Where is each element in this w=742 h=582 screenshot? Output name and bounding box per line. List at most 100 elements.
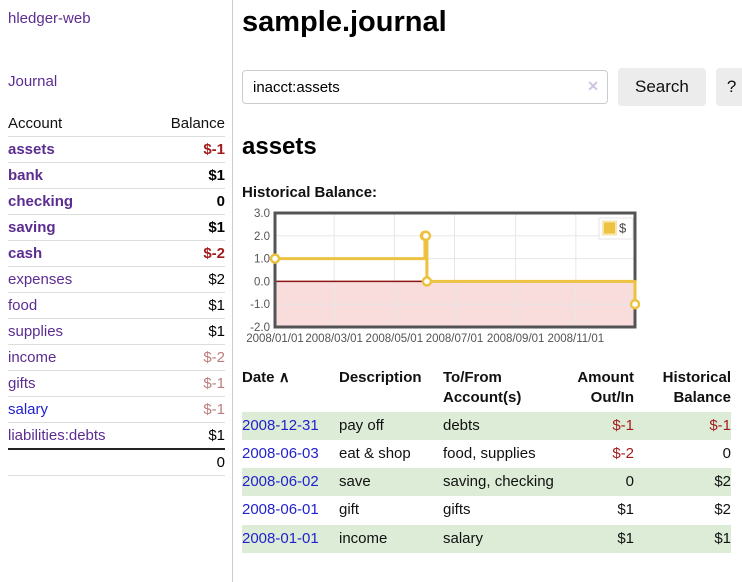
account-row: food $1	[8, 293, 225, 319]
transaction-date-link[interactable]: 2008-06-02	[242, 473, 319, 490]
transaction-date-cell: 2008-01-01	[242, 525, 339, 553]
transaction-row: 2008-12-31 pay off debts $-1 $-1	[242, 411, 731, 440]
transaction-amount: $-1	[612, 416, 634, 434]
search-help-button[interactable]: ?	[715, 68, 742, 106]
transaction-accounts: gifts	[443, 501, 471, 519]
sidebar-account-link[interactable]: expenses	[8, 271, 73, 288]
sidebar-account-link[interactable]: bank	[8, 167, 44, 184]
register-table-body: 2008-12-31 pay off debts $-1 $-1 2008-06-03 ea…	[242, 411, 731, 553]
transaction-row: 2008-01-01 income salary $1 $1	[242, 524, 731, 553]
sidebar-account-link[interactable]: liabilities:debts	[8, 427, 106, 444]
clear-search-icon[interactable]: ✕	[587, 78, 599, 94]
sidebar: hledger-web Journal Account Balance asse…	[0, 0, 233, 582]
account-balance: $1	[208, 219, 225, 236]
transaction-amount: $1	[617, 529, 634, 547]
accounts-total-balance: 0	[216, 454, 225, 471]
transaction-amount: 0	[625, 473, 634, 490]
accounts-header-balance: Balance	[170, 115, 225, 132]
register-header-date[interactable]: Date ∧	[242, 369, 290, 386]
account-balance: $1	[208, 167, 225, 184]
search-button[interactable]: Search	[618, 68, 706, 106]
transaction-date-link[interactable]: 2008-12-31	[242, 416, 319, 434]
account-balance: $2	[208, 271, 225, 288]
sidebar-account-link[interactable]: checking	[8, 193, 74, 210]
account-row: supplies $1	[8, 319, 225, 345]
svg-text:2008/03/01: 2008/03/01	[305, 333, 363, 345]
sidebar-item-journal[interactable]: Journal	[8, 73, 58, 90]
account-balance: $-1	[203, 141, 225, 158]
transaction-date-cell: 2008-06-02	[242, 468, 339, 496]
sidebar-account-link[interactable]: food	[8, 297, 38, 314]
account-name-cell: supplies	[8, 319, 147, 345]
sidebar-account-link[interactable]: gifts	[8, 375, 36, 392]
account-row: bank $1	[8, 163, 225, 189]
transaction-date-link[interactable]: 2008-01-01	[242, 529, 319, 547]
register-header-description: Description	[339, 369, 422, 386]
transaction-balance: $-1	[709, 416, 731, 434]
sidebar-account-link[interactable]: income	[8, 349, 57, 366]
svg-text:2008/09/01: 2008/09/01	[487, 333, 545, 345]
sort-asc-icon: ∧	[278, 369, 290, 386]
svg-text:-2.0: -2.0	[250, 322, 270, 334]
account-row: gifts $-1	[8, 371, 225, 397]
svg-text:2.0: 2.0	[254, 231, 270, 243]
sidebar-account-link[interactable]: salary	[8, 401, 49, 418]
account-name-cell: saving	[8, 215, 147, 241]
transaction-balance: $2	[714, 501, 731, 519]
accounts-table-body: assets $-1 bank $1 checking 0 saving $1 cash $-2 e…	[8, 137, 225, 450]
transaction-description: gift	[339, 501, 360, 519]
transaction-row: 2008-06-03 eat & shop food, supplies $-2 0	[242, 440, 731, 468]
transaction-description: income	[339, 529, 388, 547]
sidebar-account-link[interactable]: supplies	[8, 323, 64, 340]
account-name-cell: liabilities:debts	[8, 423, 147, 450]
transaction-row: 2008-06-01 gift gifts $1 $2	[242, 496, 731, 524]
search-form: ✕ Search ?	[242, 68, 742, 106]
accounts-header-row: Account Balance	[8, 111, 225, 137]
page-title: sample.journal	[242, 6, 447, 38]
search-input[interactable]	[242, 70, 608, 104]
accounts-total-spacer	[8, 449, 147, 476]
svg-text:3.0: 3.0	[254, 208, 270, 220]
transaction-accounts: salary	[443, 529, 484, 547]
account-row: assets $-1	[8, 137, 225, 163]
transaction-accounts: debts	[443, 416, 480, 434]
svg-text:2008/01/01: 2008/01/01	[246, 333, 304, 345]
svg-text:$: $	[619, 221, 627, 236]
svg-text:2008/11/01: 2008/11/01	[547, 333, 604, 345]
transaction-date-link[interactable]: 2008-06-01	[242, 501, 319, 519]
transaction-row: 2008-06-02 save saving, checking 0 $2	[242, 468, 731, 497]
register-header-balance: Historical Balance	[662, 369, 731, 407]
account-balance: $-2	[203, 245, 225, 262]
register-header-row: Date ∧ Description To/From Account(s) Am…	[242, 366, 731, 412]
account-row: salary $-1	[8, 397, 225, 423]
svg-text:2008/05/01: 2008/05/01	[366, 333, 424, 345]
sidebar-account-link[interactable]: assets	[8, 141, 55, 158]
app-brand-link[interactable]: hledger-web	[8, 10, 91, 27]
register-header-accounts: To/From Account(s)	[443, 369, 522, 407]
account-balance: $-2	[203, 349, 225, 366]
account-row: liabilities:debts $1	[8, 423, 225, 450]
account-balance: $1	[208, 297, 225, 314]
account-row: cash $-2	[8, 241, 225, 267]
account-name-cell: income	[8, 345, 147, 371]
account-balance: $-1	[203, 375, 225, 392]
accounts-total-row: 0	[8, 449, 225, 476]
sidebar-account-link[interactable]: cash	[8, 245, 43, 262]
transaction-balance: 0	[722, 444, 731, 462]
register-table: Date ∧ Description To/From Account(s) Am…	[242, 366, 731, 553]
account-row: expenses $2	[8, 267, 225, 293]
account-balance: $1	[208, 427, 225, 444]
svg-text:-1.0: -1.0	[250, 299, 270, 311]
account-name-cell: checking	[8, 189, 147, 215]
main-content: sample.journal ✕ Search ? assets Histori…	[233, 0, 742, 582]
register-header-amount: Amount Out/In	[577, 369, 634, 407]
accounts-header-account: Account	[8, 115, 63, 132]
sidebar-account-link[interactable]: saving	[8, 219, 56, 236]
account-name-cell: expenses	[8, 267, 147, 293]
account-heading: assets	[242, 133, 317, 160]
transaction-date-link[interactable]: 2008-06-03	[242, 444, 319, 462]
account-name-cell: salary	[8, 397, 147, 423]
search-box: ✕	[242, 70, 608, 104]
transaction-date-cell: 2008-06-01	[242, 496, 339, 524]
transaction-amount: $-2	[612, 444, 634, 462]
